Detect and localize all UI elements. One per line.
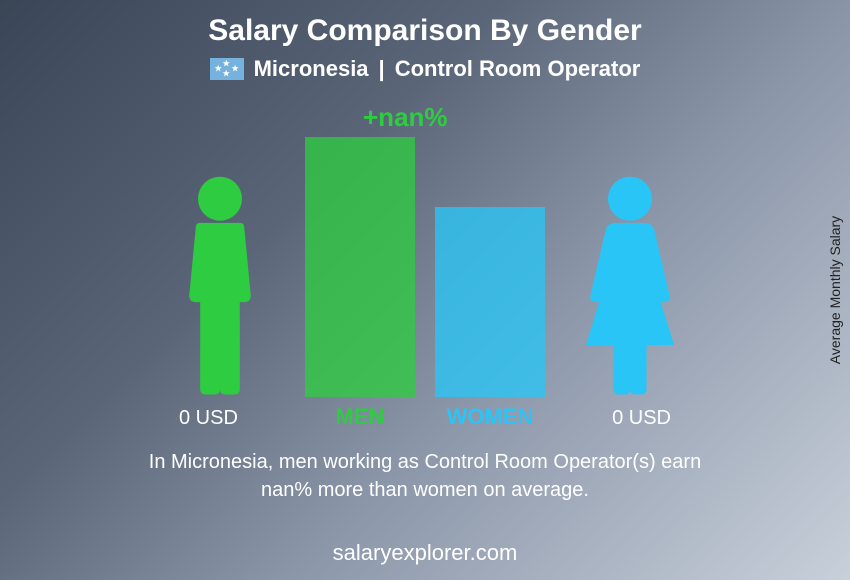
description-line1: In Micronesia, men working as Control Ro… [149, 451, 701, 473]
subtitle-row: ★ ★ ★ ★ Micronesia | Control Room Operat… [0, 56, 850, 82]
page-title: Salary Comparison By Gender [0, 0, 850, 48]
value-label-men: 0 USD [179, 407, 238, 430]
separator: | [379, 56, 385, 82]
description-text: In Micronesia, men working as Control Ro… [0, 448, 850, 504]
flag-icon: ★ ★ ★ ★ [210, 58, 244, 80]
value-label-women: 0 USD [612, 407, 671, 430]
male-icon [165, 172, 275, 397]
female-icon [575, 172, 685, 397]
footer-attribution: salaryexplorer.com [0, 540, 850, 566]
side-axis-label: Average Monthly Salary [827, 216, 843, 364]
bar-men [305, 137, 415, 397]
side-axis-label-wrap: Average Monthly Salary [820, 0, 850, 580]
location-label: Micronesia [254, 56, 369, 82]
description-line2: nan% more than women on average. [261, 479, 589, 501]
chart-area: +nan% MEN WOMEN 0 USD 0 USD [155, 102, 695, 442]
bar-label-women: WOMEN [435, 404, 545, 430]
job-title-label: Control Room Operator [395, 56, 641, 82]
bar-label-men: MEN [305, 404, 415, 430]
bar-women [435, 207, 545, 397]
difference-label: +nan% [363, 102, 448, 133]
